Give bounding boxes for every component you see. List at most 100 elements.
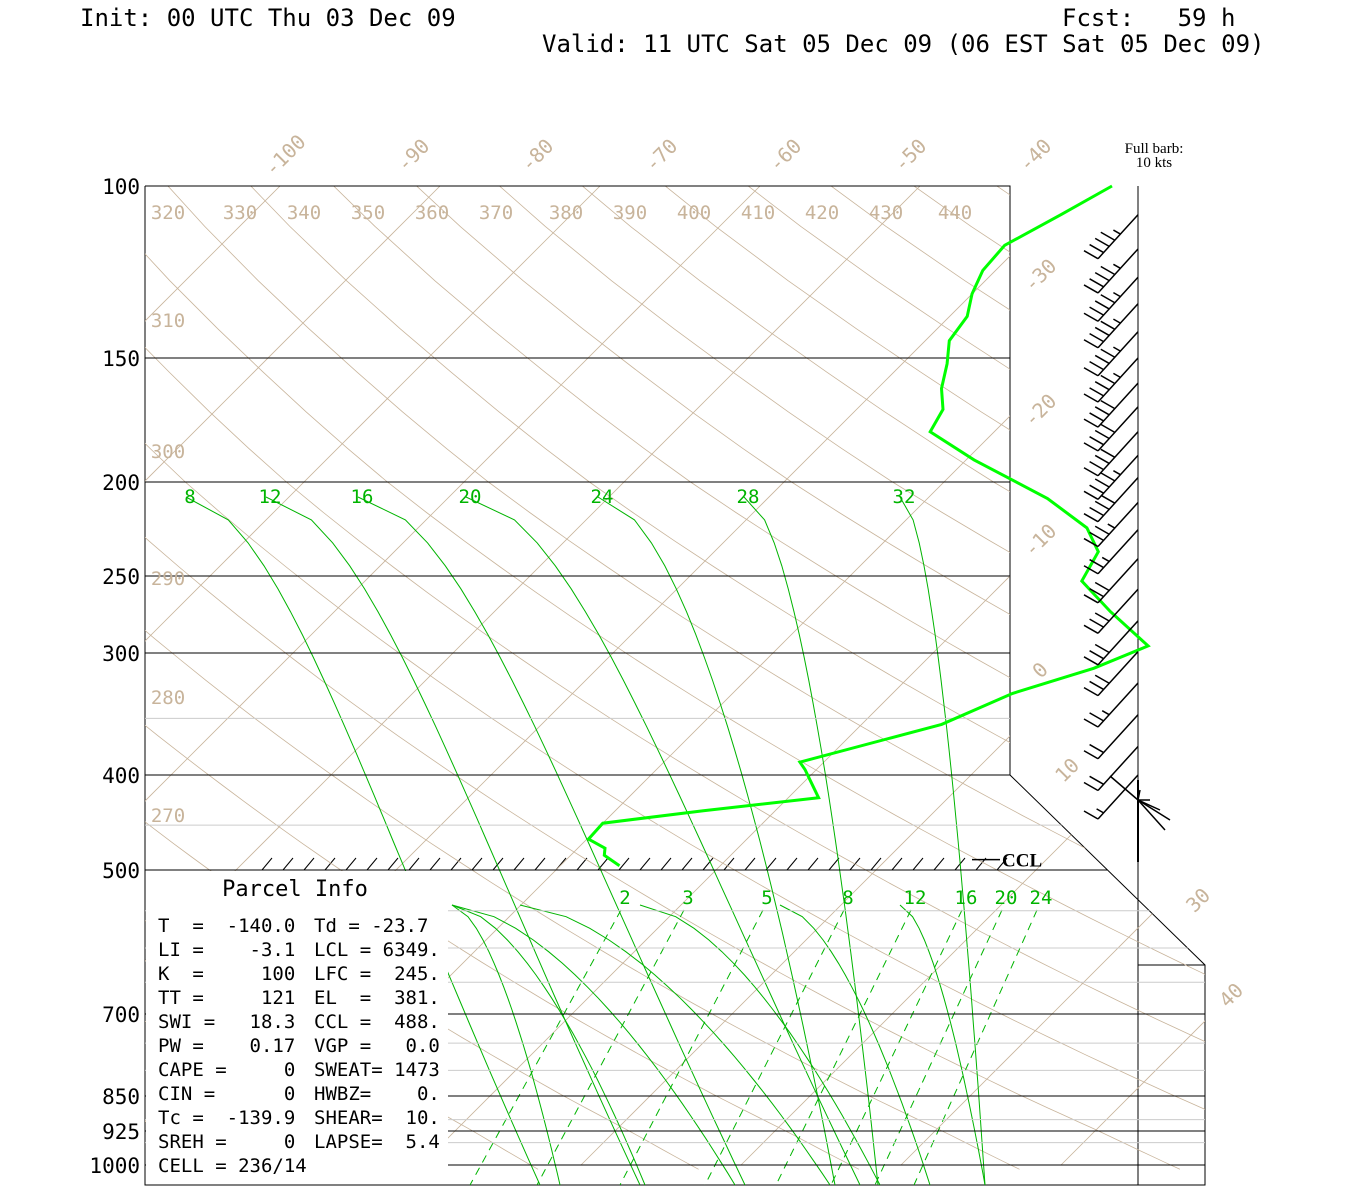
wind-barb-feather [1101, 710, 1110, 716]
temperature-label: -70 [640, 134, 683, 177]
wind-barb-feather [1083, 718, 1099, 728]
hatch-mark [576, 857, 588, 871]
wind-barb-shaft [1097, 331, 1139, 377]
mixing-ratio-line [469, 909, 622, 1185]
wind-barb-feather [1083, 284, 1099, 294]
hatch-mark [681, 857, 693, 871]
wind-barb-shaft [1097, 745, 1139, 792]
parcel-info-value: K = 100 [158, 963, 295, 985]
dry-adiabat-line [229, 186, 1205, 1170]
wind-barb-shaft [1097, 588, 1139, 634]
temperature-label: 0 [1027, 657, 1052, 682]
hatch-mark [450, 857, 462, 871]
parcel-info-value: CCL = 488. [314, 1011, 440, 1033]
parcel-info-value: LI = -3.1 [158, 939, 295, 961]
mixing-ratio-line [874, 909, 1003, 1185]
wind-barb-feather [1113, 263, 1121, 269]
theta-label: 400 [677, 202, 711, 224]
wind-barb-feather [1100, 320, 1116, 330]
moist-adiabat-line [639, 904, 881, 1185]
hatch-mark [492, 857, 504, 871]
parcel-info-value: VGP = 0.0 [314, 1035, 440, 1057]
parcel-info-value: CAPE = 0 [158, 1059, 295, 1081]
hatch-mark [870, 857, 882, 871]
theta-label: 370 [479, 202, 513, 224]
pressure-label: 250 [102, 565, 140, 589]
wind-barb-feather [1083, 750, 1099, 760]
dry-adiabat-line [964, 186, 1205, 1170]
wind-barb-feather [1101, 556, 1110, 563]
wind-barb-feather [1083, 513, 1099, 523]
wind-barb-feather [1083, 418, 1099, 428]
hatch-mark [723, 857, 735, 871]
wind-barb-feather [1107, 523, 1116, 529]
wind-barb-feather [1094, 500, 1110, 510]
dry-adiabat-line [145, 186, 1205, 1170]
moist-adiabat-line [597, 496, 836, 1185]
wind-barb-shaft [1097, 382, 1139, 428]
mixing-ratio-label: 8 [842, 887, 853, 909]
hatch-mark [639, 857, 651, 871]
dry-adiabat-line [145, 186, 1205, 1170]
wind-barb-shaft [1097, 774, 1139, 820]
hatch-mark [324, 857, 336, 871]
wind-barb-feather [1094, 478, 1110, 488]
wind-barb-feather [1083, 312, 1099, 322]
wind-barb-feather [1094, 581, 1110, 592]
parcel-info-value: LAPSE= 5.4 [314, 1131, 440, 1153]
wind-barb-feather [1094, 674, 1110, 684]
hatch-mark [702, 857, 714, 871]
wind-barb-feather [1094, 525, 1110, 535]
wind-barb-feather [1113, 229, 1121, 235]
mixing-ratio-label: 28 [737, 486, 760, 508]
init-time-label: Init: 00 UTC Thu 03 Dec 09 [80, 4, 456, 32]
hatch-mark [933, 857, 945, 871]
wind-barb-shaft [1097, 248, 1139, 294]
parcel-info-panel: Parcel Info T = -140.0 Td = -23.7 LI = -3.1… [146, 871, 448, 1184]
parcel-info-value: SREH = 0 [158, 1131, 295, 1153]
wind-barb-feather [1113, 346, 1121, 352]
pressure-label: 300 [102, 642, 140, 666]
mixing-ratio-label: 16 [955, 887, 978, 909]
dry-adiabat-line [882, 186, 1205, 1170]
dry-adiabat-line [637, 186, 1205, 1170]
parcel-info-value: SWI = 18.3 [158, 1011, 295, 1033]
wind-barbs [1083, 214, 1171, 862]
wind-barb-feather [1094, 381, 1110, 391]
theta-label: 300 [151, 441, 185, 463]
parcel-info-value: CIN = 0 [158, 1083, 295, 1105]
chart-frame [144, 185, 1206, 1186]
pressure-label: 925 [102, 1120, 140, 1144]
theta-label: 280 [151, 687, 185, 709]
parcel-info-value: EL = 381. [314, 987, 440, 1009]
theta-label: 360 [415, 202, 449, 224]
parcel-info-value: PW = 0.17 [158, 1035, 295, 1057]
hatch-mark [408, 857, 420, 871]
wind-barb-feather [1089, 650, 1104, 660]
mixing-ratio-label: 20 [459, 486, 482, 508]
dry-adiabat-line [147, 186, 1205, 1170]
wind-barb-feather [1089, 484, 1104, 494]
parcel-info-value: HWBZ= 0. [314, 1083, 440, 1105]
dry-adiabat-line [1046, 186, 1205, 1170]
wind-barb-feather [1094, 406, 1110, 416]
isotherm-line [1221, 164, 1350, 1165]
hatch-mark [786, 857, 798, 871]
valid-time-label: Valid: 11 UTC Sat 05 Dec 09 (06 EST Sat … [542, 30, 1265, 58]
wind-barb-feather [1083, 686, 1099, 697]
dry-adiabat-line [392, 186, 1205, 1170]
mixing-ratio-label: 2 [619, 887, 630, 909]
barb-legend-line2: 10 kts [1136, 155, 1172, 171]
temperature-label: -80 [516, 134, 559, 177]
hatch-mark [891, 857, 903, 871]
mixing-ratio-line [830, 909, 963, 1185]
wind-barb-feather [1100, 472, 1116, 482]
hatch-mark [366, 857, 378, 871]
hatch-mark [282, 857, 294, 871]
isotherm-line [145, 186, 463, 1166]
hatch-mark [261, 857, 273, 871]
theta-label: 410 [741, 202, 775, 224]
dry-adiabat-line [801, 186, 1205, 1170]
parcel-info-value: Tc = -139.9 [158, 1107, 295, 1129]
pressure-label: 700 [102, 1003, 140, 1027]
